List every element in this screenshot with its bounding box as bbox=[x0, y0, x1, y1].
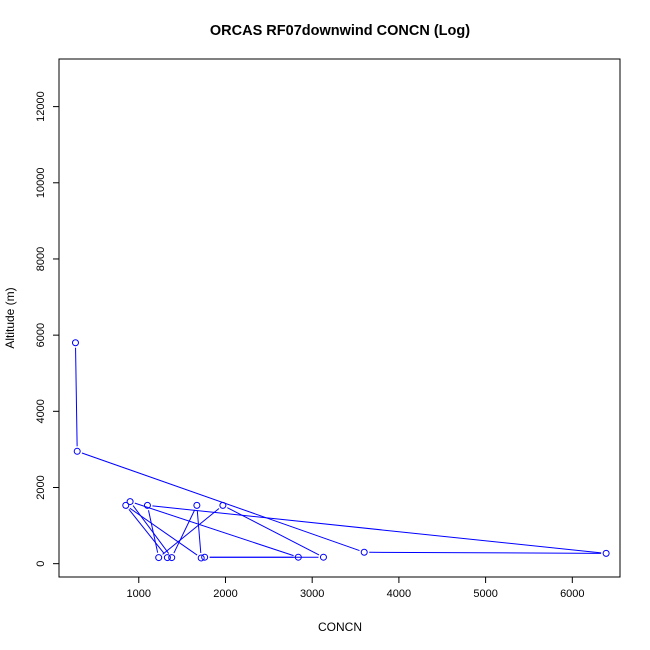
y-axis-label: Altitude (m) bbox=[3, 287, 17, 348]
series-segment bbox=[132, 505, 170, 554]
plot-frame bbox=[58, 58, 621, 578]
series-segment bbox=[152, 505, 602, 554]
series-segment bbox=[227, 507, 320, 556]
y-tick-label: 6000 bbox=[35, 323, 47, 347]
series-segment bbox=[196, 510, 202, 554]
x-tick-label: 1000 bbox=[127, 588, 151, 600]
x-tick-label: 5000 bbox=[473, 588, 497, 600]
data-point bbox=[126, 498, 134, 506]
data-point bbox=[168, 554, 176, 562]
series-segment bbox=[162, 508, 220, 555]
series-segment bbox=[148, 510, 159, 553]
x-axis-label: CONCN bbox=[318, 620, 362, 634]
series-line bbox=[75, 347, 602, 558]
chart-title: ORCAS RF07downwind CONCN (Log) bbox=[210, 23, 470, 39]
y-axis: 0 2000 4000 6000 8000 10000 12000 bbox=[35, 91, 59, 567]
data-point bbox=[360, 548, 368, 556]
series-segment bbox=[173, 509, 196, 554]
series-segment bbox=[128, 508, 165, 554]
y-tick-label: 4000 bbox=[35, 399, 47, 423]
data-point bbox=[294, 553, 302, 561]
data-point bbox=[219, 501, 227, 509]
x-tick-label: 3000 bbox=[300, 588, 324, 600]
data-point bbox=[71, 339, 79, 347]
series-segment bbox=[81, 452, 360, 552]
series-segment bbox=[134, 502, 294, 557]
series-points bbox=[71, 339, 610, 562]
series-segment bbox=[369, 551, 602, 554]
data-point bbox=[197, 554, 205, 562]
y-tick-label: 0 bbox=[35, 561, 47, 567]
series-segment bbox=[75, 347, 78, 447]
data-point bbox=[193, 501, 201, 509]
x-tick-label: 6000 bbox=[560, 588, 584, 600]
series-segment bbox=[129, 507, 198, 556]
data-point bbox=[319, 553, 327, 561]
y-tick-label: 8000 bbox=[35, 247, 47, 271]
data-point bbox=[602, 549, 610, 557]
y-tick-label: 10000 bbox=[35, 167, 47, 198]
y-tick-label: 12000 bbox=[35, 91, 47, 122]
x-tick-label: 4000 bbox=[387, 588, 411, 600]
y-tick-label: 2000 bbox=[35, 475, 47, 499]
x-tick-label: 2000 bbox=[213, 588, 237, 600]
data-point bbox=[122, 501, 130, 509]
data-point bbox=[73, 447, 81, 455]
data-point bbox=[143, 501, 151, 509]
x-axis: 1000 2000 3000 4000 5000 6000 bbox=[127, 577, 585, 600]
data-point bbox=[155, 554, 163, 562]
data-point bbox=[201, 553, 209, 561]
data-point bbox=[163, 554, 171, 562]
